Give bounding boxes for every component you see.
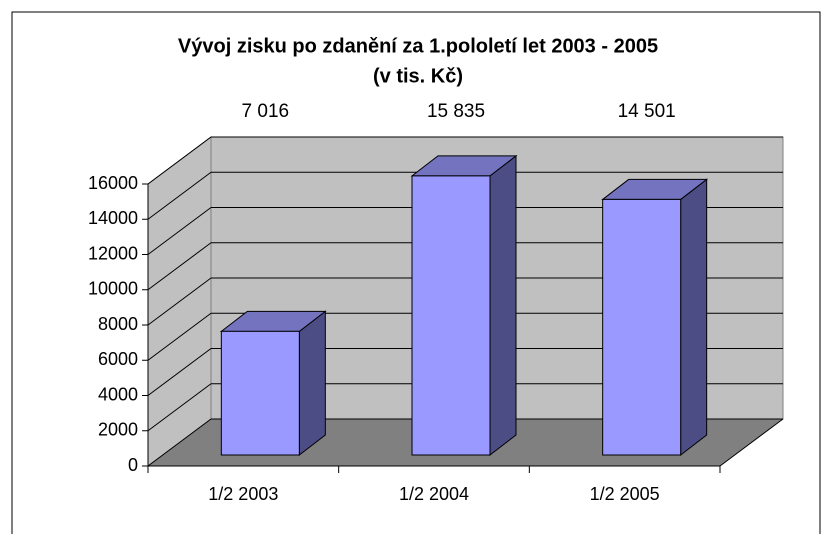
grid-line — [147, 242, 212, 291]
bar-side — [298, 310, 326, 457]
bar — [602, 198, 682, 456]
bar — [220, 330, 300, 456]
x-tick-label: 1/2 2004 — [399, 484, 469, 504]
bar-side — [680, 178, 708, 457]
grid-line — [147, 418, 212, 467]
grid-line — [147, 312, 212, 361]
grid-line — [147, 207, 212, 255]
grid-line — [147, 348, 212, 396]
y-tick-label: 14000 — [88, 208, 138, 228]
y-tick-label: 4000 — [98, 384, 138, 404]
y-tick-label: 2000 — [98, 420, 138, 440]
chart-subtitle: (v tis. Kč) — [373, 65, 463, 87]
y-tick-label: 12000 — [88, 243, 138, 263]
value-label: 14 501 — [618, 101, 676, 122]
grid-line — [147, 277, 212, 326]
value-label: 15 835 — [427, 101, 485, 122]
grid-line — [147, 136, 212, 185]
y-tick-label: 16000 — [88, 173, 138, 193]
y-tick-label: 8000 — [98, 314, 138, 334]
y-tick-label: 10000 — [88, 279, 138, 299]
y-tick-label: 6000 — [98, 349, 138, 369]
chart-title: Vývoj zisku po zdanění za 1.pololetí let… — [178, 35, 658, 57]
grid-line — [147, 171, 212, 220]
floor-edge — [719, 418, 784, 467]
bar-side — [489, 154, 517, 457]
grid-line — [147, 383, 212, 432]
x-tick-label: 1/2 2003 — [208, 484, 278, 504]
x-tick-label: 1/2 2005 — [590, 484, 660, 504]
y-tick-label: 0 — [128, 455, 138, 475]
bar — [411, 175, 491, 456]
value-label: 7 016 — [242, 101, 290, 122]
